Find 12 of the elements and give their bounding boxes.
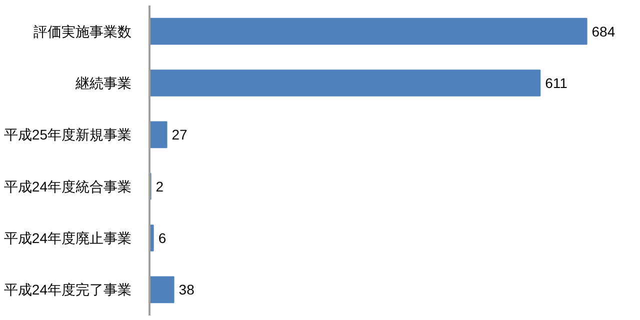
data-label: 38 [178, 282, 195, 298]
y-tick-label: 平成25年度新規事業 [4, 126, 132, 143]
data-label: 684 [592, 23, 616, 40]
y-tick-label: 平成24年度統合事業 [4, 178, 132, 194]
data-label: 27 [172, 126, 188, 143]
data-label: 6 [158, 230, 166, 246]
data-label: 611 [545, 75, 568, 91]
y-tick-label: 平成24年度完了事業 [4, 282, 132, 298]
y-tick-label: 継続事業 [74, 75, 132, 91]
y-tick-label: 平成24年度廃止事業 [4, 230, 132, 246]
y-tick-label: 評価実施事業数 [34, 23, 132, 40]
data-label: 2 [156, 178, 164, 194]
